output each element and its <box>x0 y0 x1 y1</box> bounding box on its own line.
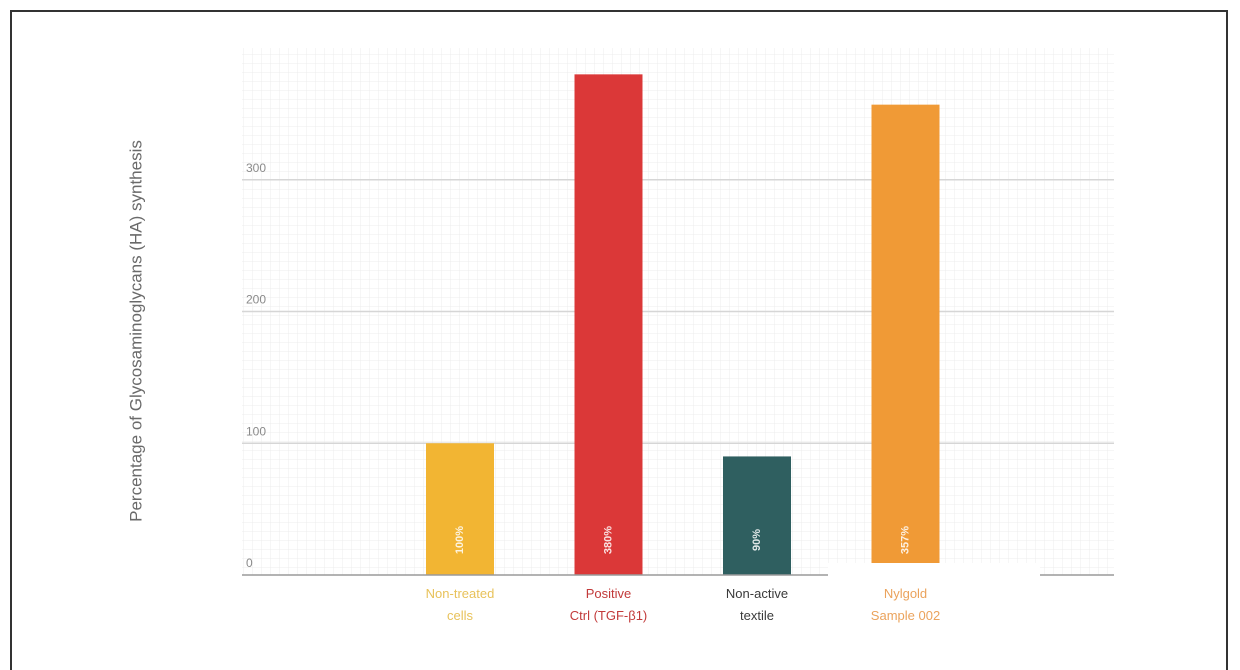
bar-data-label: 357% <box>899 526 911 554</box>
x-tick-labels: Non-treated cells Positive Ctrl (TGF-β1) Non… <box>426 586 941 623</box>
x-tick-label: Non-active <box>726 586 788 601</box>
y-tick-labels: 0 100 200 300 <box>246 161 266 570</box>
y-tick-label: 0 <box>246 556 253 570</box>
bar <box>723 456 791 575</box>
bar-data-label: 380% <box>602 526 614 554</box>
x-tick-label: Nylgold <box>884 586 927 601</box>
x-tick-label: Positive <box>586 586 632 601</box>
bar-data-label: 90% <box>751 529 763 551</box>
gridlines <box>242 179 1114 444</box>
bar <box>574 74 643 575</box>
x-tick-label: Sample 002 <box>871 608 940 623</box>
x-tick-label: cells <box>447 608 474 623</box>
y-tick-label: 100 <box>246 424 266 438</box>
bar-data-label: 100% <box>454 526 466 554</box>
redaction-patch <box>828 563 1040 579</box>
bar <box>426 443 494 575</box>
x-tick-label: Non-treated <box>426 586 495 601</box>
y-tick-label: 200 <box>246 293 266 307</box>
y-tick-label: 300 <box>246 161 266 175</box>
bar <box>871 104 940 575</box>
bars <box>426 74 940 575</box>
bar-data-labels: 100% 380% 90% 357% <box>454 526 912 554</box>
x-tick-label: textile <box>740 608 774 623</box>
x-tick-label: Ctrl (TGF-β1) <box>570 608 648 623</box>
y-axis-label: Percentage of Glycosaminoglycans (HA) sy… <box>126 140 145 522</box>
